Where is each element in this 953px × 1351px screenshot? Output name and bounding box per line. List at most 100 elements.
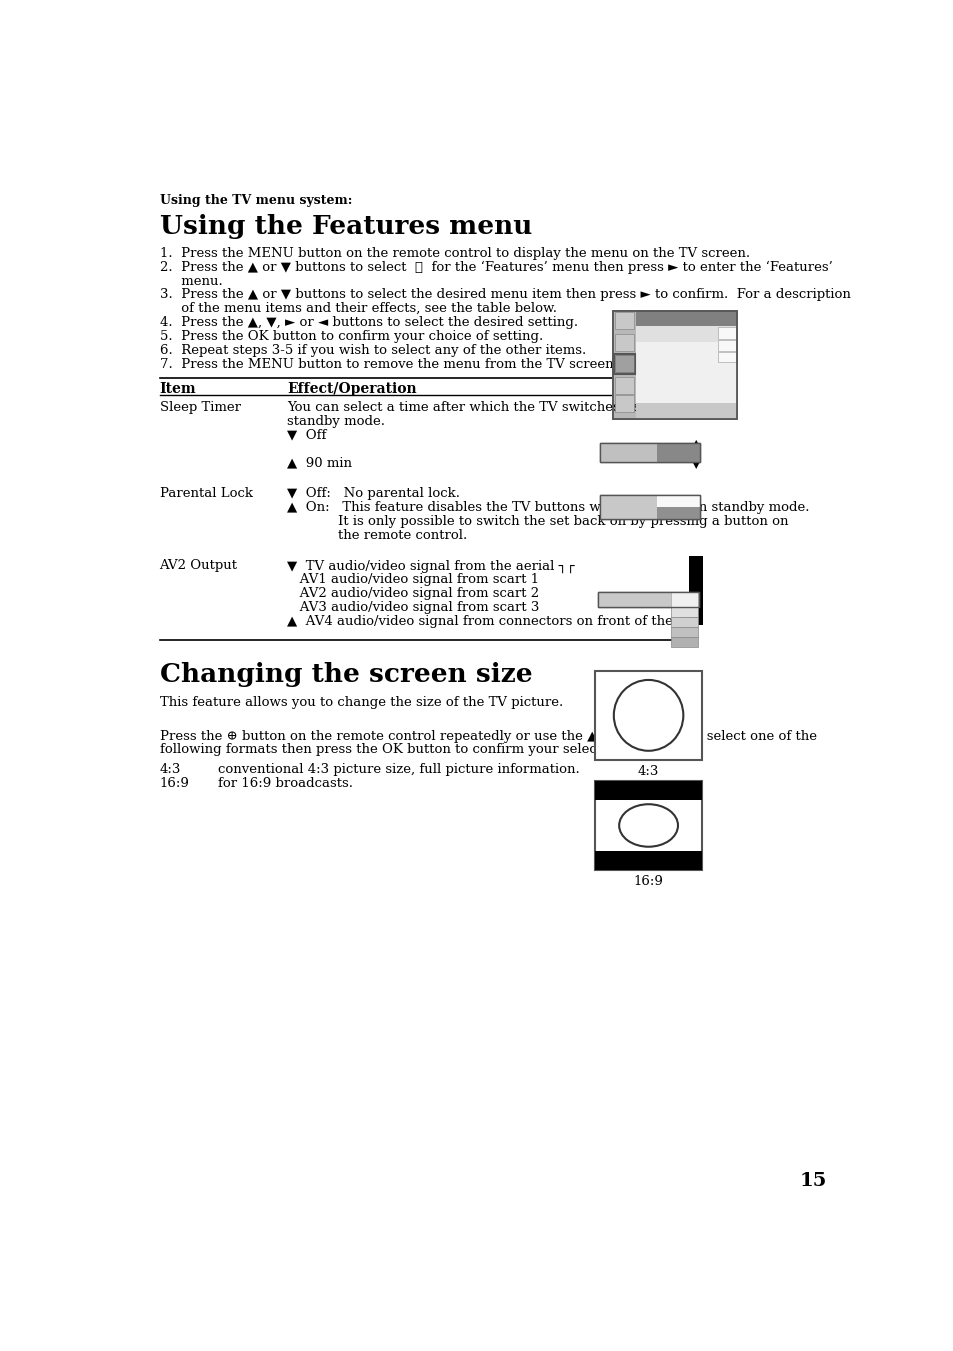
Text: AV2 audio/video signal from scart 2: AV2 audio/video signal from scart 2	[287, 588, 539, 600]
Bar	[657, 443, 699, 462]
Text: 16:9: 16:9	[159, 777, 190, 790]
Bar	[599, 443, 700, 462]
Text: Sleep Timer: Sleep Timer	[159, 401, 240, 413]
Bar	[615, 396, 633, 412]
Bar	[598, 592, 699, 607]
Text: 5.  Press the OK button to confirm your choice of setting.: 5. Press the OK button to confirm your c…	[159, 330, 542, 343]
Text: Sleep Timer: Sleep Timer	[639, 328, 709, 336]
Text: 6.  Repeat steps 3-5 if you wish to select any of the other items.: 6. Repeat steps 3-5 if you wish to selec…	[159, 345, 585, 357]
Bar	[636, 326, 736, 342]
Text: AV 3: AV 3	[675, 628, 693, 636]
Bar	[670, 627, 698, 638]
Bar	[670, 592, 698, 607]
Bar	[614, 354, 634, 374]
Text: It is only possible to switch the set back on by pressing a button on: It is only possible to switch the set ba…	[287, 515, 788, 528]
Text: ►: ►	[679, 328, 684, 335]
Text: following formats then press the OK button to confirm your selection:: following formats then press the OK butt…	[159, 743, 626, 757]
Text: AV1 audio/video signal from scart 1: AV1 audio/video signal from scart 1	[287, 573, 539, 586]
Text: TV: TV	[720, 353, 732, 361]
Bar	[615, 334, 633, 351]
Bar	[598, 592, 670, 607]
Text: ▲  AV4 audio/video signal from connectors on front of the TV: ▲ AV4 audio/video signal from connectors…	[287, 615, 695, 628]
Bar	[717, 340, 736, 351]
Text: AV 2 Output: AV 2 Output	[602, 594, 667, 603]
Text: menu.: menu.	[159, 274, 222, 288]
Bar	[599, 494, 700, 519]
Bar	[688, 555, 702, 626]
Text: for 16:9 broadcasts.: for 16:9 broadcasts.	[217, 777, 353, 790]
Text: On: On	[670, 508, 684, 517]
Bar	[595, 781, 701, 870]
Bar	[599, 494, 700, 519]
Text: Effect/Operation: Effect/Operation	[287, 381, 416, 396]
Text: ▲: ▲	[693, 439, 699, 447]
Text: Features: Features	[641, 313, 691, 323]
Bar	[612, 311, 736, 419]
Text: Sleep Timer: Sleep Timer	[604, 446, 667, 455]
Bar	[670, 617, 698, 627]
Text: 10 min: 10 min	[658, 446, 698, 455]
Bar	[615, 377, 633, 394]
Bar	[670, 638, 698, 647]
Text: Off: Off	[670, 497, 685, 507]
Text: 15: 15	[799, 1173, 825, 1190]
Bar	[636, 403, 736, 419]
Bar	[595, 671, 701, 759]
Text: 4:3: 4:3	[159, 763, 181, 777]
Text: 1.  Press the MENU button on the remote control to display the menu on the TV sc: 1. Press the MENU button on the remote c…	[159, 247, 749, 259]
Text: Parental Lock: Parental Lock	[639, 342, 708, 351]
Text: AV2 Output: AV2 Output	[159, 559, 237, 573]
Bar	[615, 355, 633, 373]
Bar	[615, 355, 633, 373]
Bar	[599, 494, 657, 519]
Text: 4:3: 4:3	[638, 765, 659, 778]
Text: TV: TV	[677, 594, 690, 603]
Text: Press the ⊕ button on the remote control repeatedly or use the ▲ or ▼ buttons to: Press the ⊕ button on the remote control…	[159, 730, 816, 743]
Text: AV 4: AV 4	[675, 639, 693, 647]
Text: of the menu items and their effects, see the table below.: of the menu items and their effects, see…	[159, 303, 556, 315]
Text: ▼: ▼	[693, 462, 699, 470]
Text: ▼  TV audio/video signal from the aerial ┐┌: ▼ TV audio/video signal from the aerial …	[287, 559, 575, 573]
Text: 4.  Press the ▲, ▼, ► or ◄ buttons to select the desired setting.: 4. Press the ▲, ▼, ► or ◄ buttons to sel…	[159, 316, 578, 330]
Bar	[599, 443, 657, 462]
Text: Parental Look: Parental Look	[604, 500, 677, 508]
Bar	[598, 592, 699, 607]
Text: AV 1: AV 1	[675, 609, 693, 616]
Bar	[595, 781, 701, 800]
Text: Item: Item	[159, 381, 196, 396]
Text: AV3 audio/video signal from scart 3: AV3 audio/video signal from scart 3	[287, 601, 539, 613]
Text: conventional 4:3 picture size, full picture information.: conventional 4:3 picture size, full pict…	[217, 763, 578, 777]
Text: This feature allows you to change the size of the TV picture.: This feature allows you to change the si…	[159, 697, 562, 709]
Text: 16:9: 16:9	[633, 875, 663, 888]
Text: ▲  On:   This feature disables the TV buttons when the set is in standby mode.: ▲ On: This feature disables the TV butto…	[287, 501, 809, 513]
Text: AV 2: AV 2	[675, 619, 693, 627]
Text: You can select a time after which the TV switches itself into: You can select a time after which the TV…	[287, 401, 687, 413]
Bar	[670, 607, 698, 617]
Bar	[615, 312, 633, 330]
Bar	[612, 311, 636, 419]
Text: AV 2 Output: AV 2 Output	[639, 354, 700, 363]
Text: Select: ▲▼ Enter:►: Select: ▲▼ Enter:►	[639, 405, 726, 415]
Text: Parental Lock: Parental Lock	[159, 488, 253, 500]
Bar	[599, 443, 700, 462]
Text: 2.  Press the ▲ or ▼ buttons to select  ★  for the ‘Features’ menu then press ► : 2. Press the ▲ or ▼ buttons to select ★ …	[159, 261, 832, 274]
Text: ▼  Off: ▼ Off	[287, 428, 327, 442]
Text: the remote control.: the remote control.	[287, 528, 467, 542]
Text: Off: Off	[720, 342, 733, 350]
Bar	[612, 311, 736, 419]
Bar	[717, 327, 736, 339]
Bar	[657, 507, 699, 519]
Bar	[636, 311, 736, 326]
Bar	[595, 851, 701, 870]
Text: Using the TV menu system:: Using the TV menu system:	[159, 195, 352, 208]
Bar	[717, 351, 736, 362]
Text: Using the Features menu: Using the Features menu	[159, 213, 531, 239]
Text: 3.  Press the ▲ or ▼ buttons to select the desired menu item then press ► to con: 3. Press the ▲ or ▼ buttons to select th…	[159, 288, 849, 301]
Bar	[636, 326, 736, 405]
Text: 7.  Press the MENU button to remove the menu from the TV screen.: 7. Press the MENU button to remove the m…	[159, 358, 617, 370]
Text: Off: Off	[720, 328, 733, 338]
Text: ▼  Off:   No parental lock.: ▼ Off: No parental lock.	[287, 488, 460, 500]
Bar	[657, 494, 699, 507]
Text: ▲  90 min: ▲ 90 min	[287, 457, 352, 469]
Text: Changing the screen size: Changing the screen size	[159, 662, 532, 686]
